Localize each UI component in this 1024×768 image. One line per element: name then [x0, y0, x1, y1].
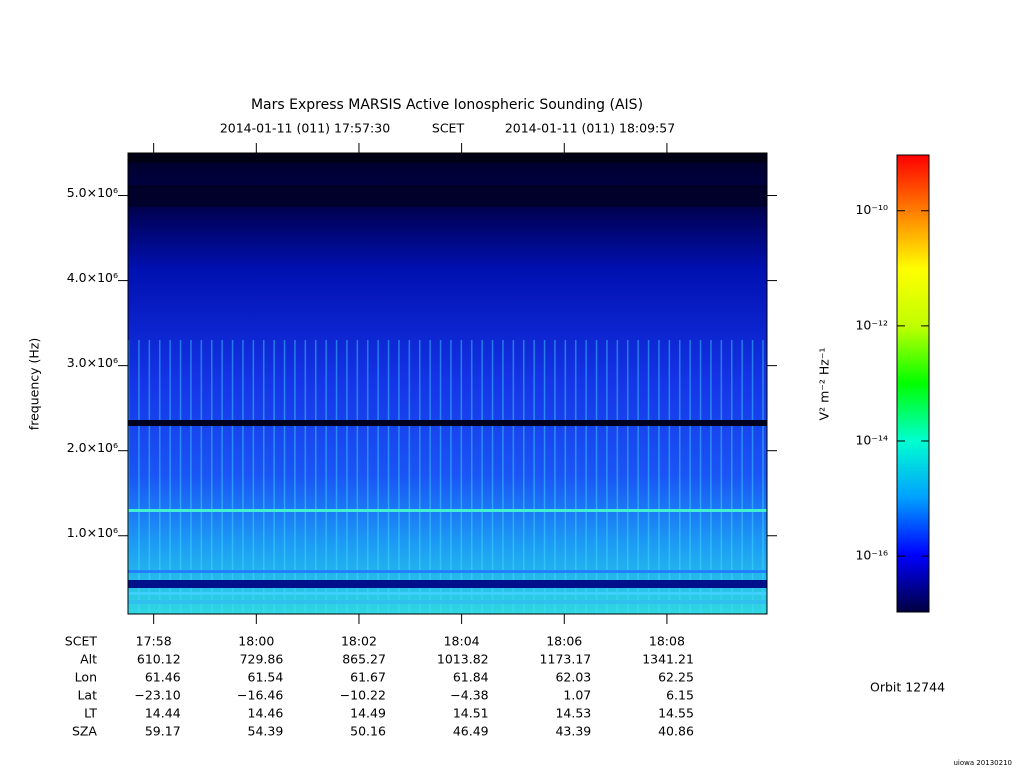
- ephemeris-value: 59.17: [145, 724, 181, 739]
- ephemeris-value: 50.16: [350, 724, 386, 739]
- y-tick-label: 2.0×10⁶: [67, 440, 118, 455]
- spectrogram-image: [128, 153, 767, 614]
- x-tick-label: 18:08: [649, 634, 685, 649]
- colorbar-tick-label: 10⁻¹²: [855, 317, 888, 332]
- orbit-label: Orbit 12744: [870, 680, 945, 695]
- ephemeris-value: 46.49: [453, 724, 489, 739]
- ephemeris-value: 729.86: [240, 652, 284, 667]
- ephemeris-value: 43.39: [555, 724, 591, 739]
- ephemeris-value: 61.46: [145, 670, 181, 685]
- ephemeris-label: Lat: [77, 688, 97, 703]
- ephemeris-value: −10.22: [340, 688, 386, 703]
- y-tick-label: 1.0×10⁶: [67, 525, 118, 540]
- ephemeris-label: Lon: [75, 670, 97, 685]
- x-tick-label: 18:02: [341, 634, 377, 649]
- colorbar-tick-label: 10⁻¹⁰: [855, 202, 888, 217]
- subtitle-start: 2014-01-11 (011) 17:57:30: [220, 121, 390, 136]
- ephemeris-value: 14.53: [555, 706, 591, 721]
- ephemeris-value: −4.38: [450, 688, 488, 703]
- x-tick-label: 17:58: [136, 634, 172, 649]
- ephemeris-value: 1013.82: [437, 652, 489, 667]
- ephemeris-value: 40.86: [658, 724, 694, 739]
- ephemeris-value: 61.67: [350, 670, 386, 685]
- ephemeris-value: 865.27: [342, 652, 386, 667]
- ephemeris-value: 1.07: [563, 688, 591, 703]
- ephemeris-value: 610.12: [137, 652, 181, 667]
- ephemeris-value: 62.25: [658, 670, 694, 685]
- colorbar: [896, 154, 930, 613]
- ephemeris-value: 62.03: [555, 670, 591, 685]
- ephemeris-value: 61.54: [248, 670, 284, 685]
- ephemeris-value: 14.51: [453, 706, 489, 721]
- ephemeris-value: −16.46: [237, 688, 283, 703]
- ephemeris-value: 14.49: [350, 706, 386, 721]
- x-row-label: SCET: [65, 634, 98, 649]
- ephemeris-value: 14.46: [248, 706, 284, 721]
- y-axis-label: frequency (Hz): [27, 338, 42, 430]
- colorbar-tick-label: 10⁻¹⁶: [855, 548, 888, 563]
- ephemeris-value: 14.44: [145, 706, 181, 721]
- y-tick-label: 4.0×10⁶: [67, 270, 118, 285]
- x-tick-label: 18:04: [444, 634, 480, 649]
- y-tick-label: 5.0×10⁶: [67, 185, 118, 200]
- ephemeris-label: LT: [84, 706, 97, 721]
- ephemeris-value: −23.10: [134, 688, 180, 703]
- subtitle-frame: SCET: [432, 121, 465, 136]
- ephemeris-label: Alt: [80, 652, 97, 667]
- y-tick-label: 3.0×10⁶: [67, 355, 118, 370]
- chart-title: Mars Express MARSIS Active Ionospheric S…: [251, 97, 643, 113]
- ephemeris-label: SZA: [72, 724, 97, 739]
- x-tick-label: 18:06: [546, 634, 582, 649]
- plot-frame: [127, 152, 768, 615]
- subtitle-end: 2014-01-11 (011) 18:09:57: [505, 121, 675, 136]
- ephemeris-value: 6.15: [666, 688, 694, 703]
- ephemeris-value: 61.84: [453, 670, 489, 685]
- x-tick-label: 18:00: [238, 634, 274, 649]
- ephemeris-value: 14.55: [658, 706, 694, 721]
- colorbar-label: V² m⁻² Hz⁻¹: [817, 348, 832, 421]
- ephemeris-value: 1173.17: [540, 652, 592, 667]
- footer: uiowa 20130210: [953, 759, 1012, 767]
- ephemeris-value: 1341.21: [642, 652, 694, 667]
- ephemeris-value: 54.39: [248, 724, 284, 739]
- colorbar-tick-label: 10⁻¹⁴: [855, 433, 888, 448]
